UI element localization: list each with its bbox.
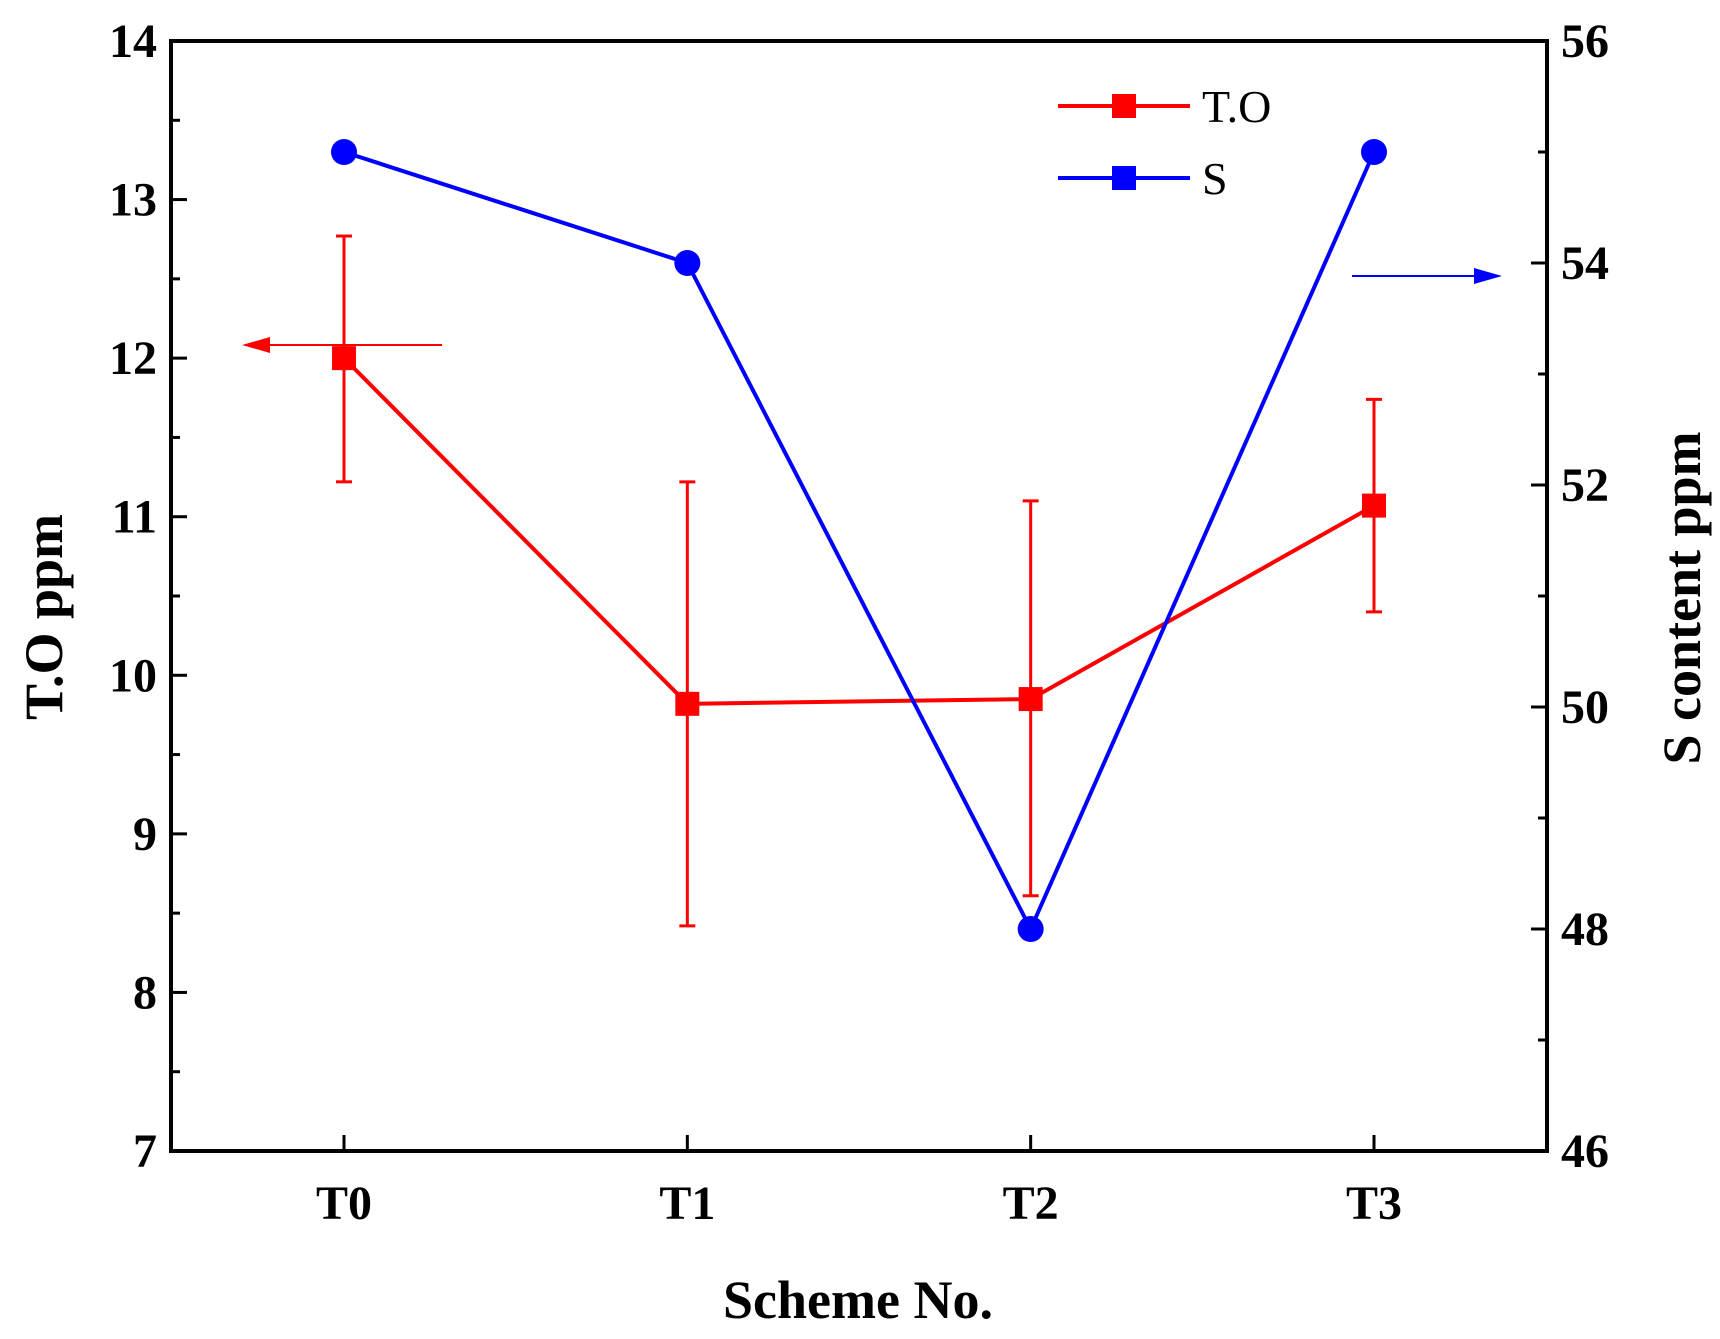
legend-marker (1112, 94, 1136, 118)
right-y-tick-label: 46 (1561, 1125, 1609, 1178)
left-y-tick-label: 8 (133, 966, 157, 1019)
legend-label: S (1202, 153, 1228, 204)
legend-marker (1112, 166, 1136, 190)
x-tick-label: T3 (1346, 1177, 1402, 1230)
x-tick-label: T0 (316, 1177, 372, 1230)
data-point-square (675, 691, 700, 716)
series-line (342, 356, 1375, 706)
legend-label: T.O (1202, 81, 1271, 132)
series-to (332, 234, 1386, 928)
data-point-square (1362, 493, 1386, 518)
data-point-circle (331, 139, 357, 165)
left-y-tick-label: 9 (133, 808, 157, 861)
right-y-tick-label: 54 (1561, 237, 1609, 290)
left-y-tick-label: 7 (133, 1125, 157, 1178)
left-y-tick-label: 14 (109, 15, 157, 68)
left-axis-arrow-head (242, 337, 270, 353)
axis-layer: 7 8 9 10 11 12 13 14 46 48 50 52 54 56 T0 T1 T2 T3 (109, 15, 1609, 1230)
data-point-square (332, 346, 356, 371)
left-y-axis-title: T.O ppm (14, 514, 74, 720)
right-y-tick-label: 52 (1561, 459, 1609, 512)
data-point-circle (1361, 139, 1387, 165)
series-line (343, 150, 1376, 931)
series-s (331, 139, 1387, 942)
left-y-tick-label: 13 (109, 174, 157, 227)
right-y-tick-label: 56 (1561, 15, 1609, 68)
x-tick-label: T1 (659, 1177, 715, 1230)
x-axis-title: Scheme No. (723, 1270, 993, 1330)
x-tick-label: T2 (1003, 1177, 1059, 1230)
right-y-tick-label: 48 (1561, 903, 1609, 956)
right-axis-arrow-head (1474, 268, 1502, 284)
legend: T.O S (1058, 81, 1271, 204)
data-point-circle (1017, 916, 1044, 942)
plot-layer (242, 139, 1502, 942)
left-y-tick-label: 11 (112, 491, 157, 544)
left-y-tick-label: 12 (109, 332, 157, 385)
right-y-tick-label: 50 (1561, 681, 1609, 734)
right-y-axis-title: S content ppm (1652, 431, 1712, 764)
data-point-circle (674, 250, 701, 276)
left-y-tick-label: 10 (109, 649, 157, 702)
data-point-square (1018, 687, 1043, 712)
